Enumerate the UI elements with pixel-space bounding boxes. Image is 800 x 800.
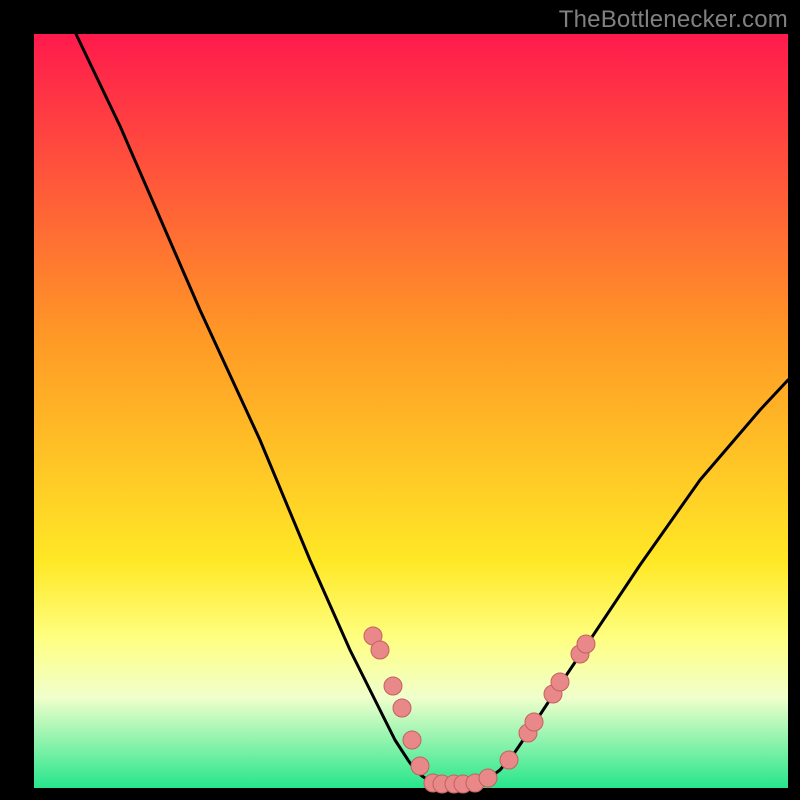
watermark-text: TheBottlenecker.com	[559, 6, 788, 34]
gradient-background	[34, 34, 788, 788]
chart-container: TheBottlenecker.com	[0, 0, 800, 800]
